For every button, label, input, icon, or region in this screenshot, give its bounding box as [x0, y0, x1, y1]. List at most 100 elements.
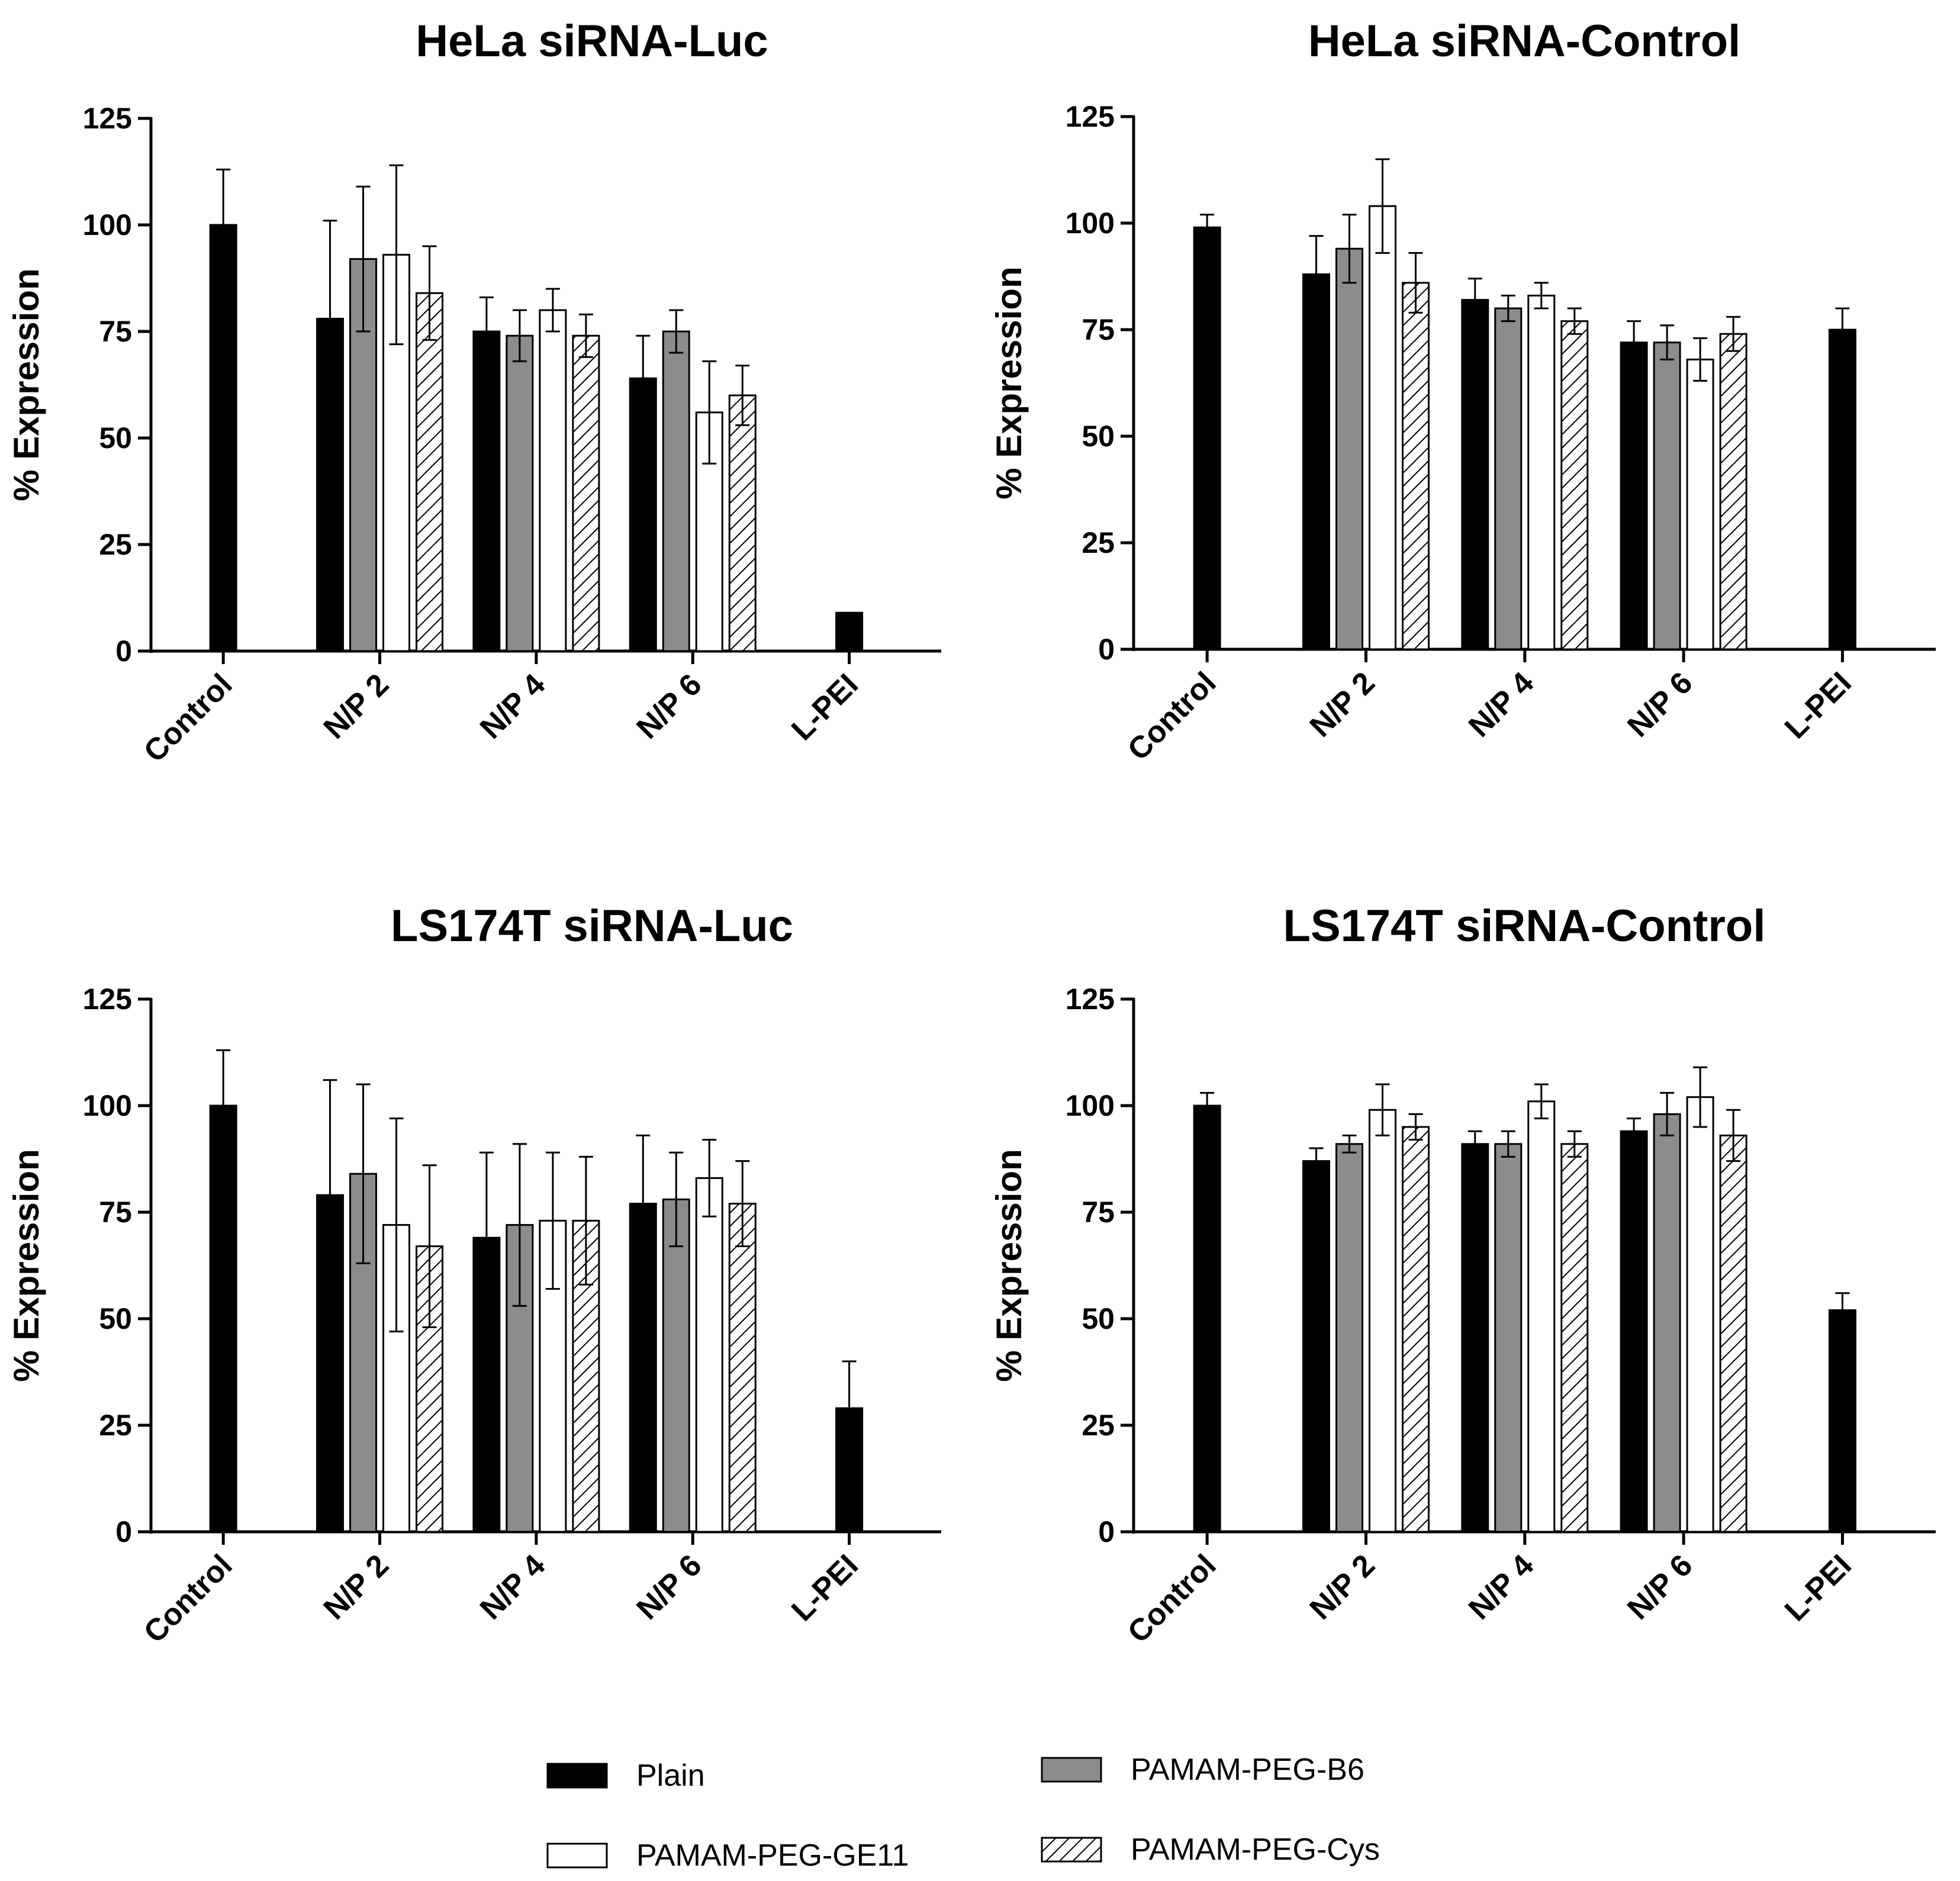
bar-ge11-np4 — [1527, 294, 1556, 650]
x-category-label: Control — [137, 1548, 239, 1650]
bar-plain-np6 — [629, 377, 657, 652]
bar-cys-np4 — [1560, 320, 1589, 650]
y-tick-label: 125 — [83, 983, 132, 1016]
y-tick-label: 75 — [99, 1196, 132, 1229]
bar-b6-np4 — [506, 334, 534, 652]
x-category-label: L-PEI — [1778, 1548, 1858, 1628]
y-axis-label: % Expression — [7, 1149, 46, 1382]
legend-item-plain: Plain — [546, 1758, 705, 1793]
y-axis-label: % Expression — [7, 268, 46, 501]
y-tick-label: 125 — [1066, 100, 1115, 133]
y-tick-label: 0 — [1098, 633, 1115, 666]
x-category-label: N/P 2 — [1304, 665, 1382, 743]
bar-b6-np2 — [1335, 247, 1363, 650]
bar-plain-np4 — [1461, 299, 1489, 650]
bar-cys-np6 — [1719, 1134, 1747, 1533]
bar-ge11-np2 — [1368, 205, 1396, 650]
x-category-label: N/P 6 — [630, 667, 708, 745]
y-tick-label: 25 — [99, 528, 132, 561]
y-tick-label: 125 — [83, 102, 132, 135]
x-category-label: Control — [1121, 1548, 1223, 1650]
chart-title: LS174T siRNA-Luc — [391, 901, 793, 951]
bar-b6-np6 — [1653, 342, 1681, 650]
y-tick-label: 100 — [1066, 207, 1115, 240]
legend-swatch — [1041, 1757, 1102, 1783]
bar-plain-np4 — [472, 330, 501, 652]
legend-item-ge11: PAMAM-PEG-GE11 — [546, 1838, 909, 1873]
bar-plain-control — [1193, 226, 1221, 650]
bar-b6-np6 — [1653, 1113, 1681, 1533]
y-tick-label: 50 — [1082, 1302, 1115, 1335]
chart-grid: HeLa siRNA-Luc % Expression 0 25 50 75 100 125 C… — [7, 16, 1936, 1650]
bar-plain-np6 — [1620, 342, 1648, 650]
bar-ge11-np2 — [1368, 1109, 1396, 1533]
x-category-label: N/P 2 — [1304, 1548, 1382, 1626]
y-tick-label: 50 — [1082, 420, 1115, 453]
y-tick-label: 25 — [99, 1409, 132, 1442]
y-axis-label: % Expression — [989, 1149, 1029, 1382]
x-category-label: N/P 6 — [1621, 1548, 1699, 1626]
bar-cys-np4 — [572, 334, 600, 652]
y-tick-label: 125 — [1066, 983, 1115, 1016]
bar-plain-np6 — [1620, 1130, 1648, 1533]
bar-b6-np4 — [1494, 1143, 1523, 1533]
x-category-label: N/P 4 — [1462, 665, 1540, 743]
bar-cys-np2 — [1401, 282, 1430, 650]
bar-ge11-np6 — [1686, 358, 1714, 650]
x-category-label: N/P 4 — [474, 1548, 552, 1626]
y-tick-label: 100 — [83, 208, 132, 241]
x-category-label: N/P 6 — [630, 1548, 708, 1626]
y-tick-label: 0 — [1098, 1515, 1115, 1548]
x-category-label: N/P 6 — [1621, 665, 1699, 743]
bar-plain-lpei — [1828, 328, 1856, 650]
x-category-label: N/P 2 — [317, 1548, 395, 1626]
legend-swatch — [546, 1843, 608, 1869]
legend-item-cys: PAMAM-PEG-Cys — [1041, 1832, 1380, 1867]
bar-plain-np4 — [1461, 1143, 1489, 1533]
y-axis-label: % Expression — [989, 266, 1029, 500]
bar-b6-np6 — [662, 1198, 690, 1533]
legend-item-b6: PAMAM-PEG-B6 — [1041, 1753, 1364, 1787]
bar-plain-np2 — [1302, 1160, 1330, 1533]
x-category-label: N/P 4 — [1462, 1548, 1540, 1626]
x-category-label: L-PEI — [785, 667, 865, 747]
x-category-label: N/P 2 — [317, 667, 395, 745]
legend-label: Plain — [636, 1758, 705, 1793]
y-tick-label: 75 — [1082, 313, 1115, 346]
x-category-label: Control — [1121, 665, 1223, 767]
legend: Plain PAMAM-PEG-B6 PAMAM-PEG-GE11 PAMAM-PEG… — [546, 1753, 1380, 1873]
y-tick-label: 0 — [115, 634, 132, 668]
y-tick-label: 0 — [115, 1515, 132, 1548]
y-tick-label: 50 — [99, 421, 132, 455]
chart-panel-2: HeLa siRNA-Control % Expression 0 25 50 75 100… — [989, 16, 1936, 767]
legend-label: PAMAM-PEG-Cys — [1131, 1832, 1380, 1867]
y-tick-label: 100 — [1066, 1089, 1115, 1122]
y-tick-label: 50 — [99, 1302, 132, 1335]
x-category-label: Control — [137, 667, 239, 769]
bar-b6-np4 — [1494, 307, 1523, 650]
bar-plain-lpei — [835, 611, 864, 652]
chart-title: HeLa siRNA-Luc — [416, 16, 768, 66]
bar-ge11-np4 — [539, 309, 567, 652]
y-tick-label: 25 — [1082, 1409, 1115, 1442]
y-tick-label: 75 — [99, 315, 132, 348]
bar-cys-np2 — [416, 292, 444, 652]
bar-cys-np6 — [1719, 333, 1747, 650]
legend-label: PAMAM-PEG-GE11 — [636, 1838, 909, 1873]
bar-b6-np2 — [1335, 1143, 1363, 1533]
bar-plain-np2 — [1302, 273, 1330, 650]
bar-plain-lpei — [1828, 1309, 1856, 1533]
bar-cys-np6 — [728, 394, 757, 652]
bar-ge11-np6 — [1686, 1096, 1714, 1533]
bar-ge11-np6 — [695, 1177, 723, 1533]
y-tick-label: 100 — [83, 1089, 132, 1122]
chart-panel-1: HeLa siRNA-Luc % Expression 0 25 50 75 100 125 C… — [7, 16, 941, 769]
bar-plain-control — [209, 224, 237, 652]
legend-swatch — [546, 1763, 608, 1789]
x-category-label: L-PEI — [1778, 665, 1858, 745]
y-tick-label: 75 — [1082, 1196, 1115, 1229]
chart-title: HeLa siRNA-Control — [1308, 16, 1740, 66]
x-category-label: L-PEI — [785, 1548, 865, 1628]
chart-panel-4: LS174T siRNA-Control % Expression 0 25 50 75 1… — [989, 901, 1936, 1650]
